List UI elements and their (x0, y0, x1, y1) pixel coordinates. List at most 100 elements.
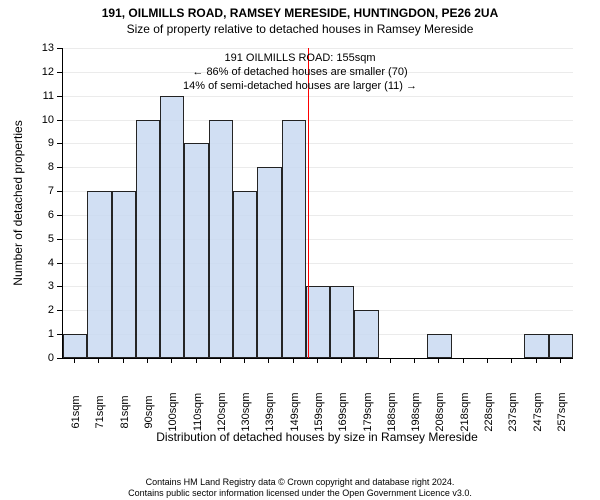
callout-line-3: 14% of semi-detached houses are larger (… (183, 80, 417, 94)
y-tick-label: 7 (34, 185, 54, 197)
x-tick-mark (341, 358, 342, 363)
attribution-line-1: Contains HM Land Registry data © Crown c… (0, 477, 600, 487)
y-tick-mark (57, 48, 62, 49)
x-tick-label: 159sqm (313, 392, 325, 431)
attribution: Contains HM Land Registry data © Crown c… (0, 477, 600, 498)
bar (282, 120, 306, 358)
bar (184, 143, 208, 358)
y-tick-mark (57, 72, 62, 73)
bar (87, 191, 111, 358)
bar (549, 334, 573, 358)
y-tick-mark (57, 263, 62, 264)
bar (233, 191, 257, 358)
y-tick-label: 4 (34, 257, 54, 269)
y-tick-mark (57, 191, 62, 192)
x-tick-label: 208sqm (434, 392, 446, 431)
chart-subtitle: Size of property relative to detached ho… (0, 22, 600, 36)
x-tick-mark (414, 358, 415, 363)
x-tick-label: 169sqm (337, 392, 349, 431)
x-tick-label: 81sqm (119, 395, 131, 428)
gridline (63, 48, 573, 49)
y-tick-label: 1 (34, 328, 54, 340)
y-tick-label: 5 (34, 233, 54, 245)
y-tick-label: 3 (34, 280, 54, 292)
plot-area (62, 48, 573, 359)
x-tick-mark (438, 358, 439, 363)
bar (112, 191, 136, 358)
y-tick-mark (57, 310, 62, 311)
reference-line (308, 48, 309, 358)
callout-line-1: 191 OILMILLS ROAD: 155sqm (183, 52, 417, 66)
x-tick-mark (147, 358, 148, 363)
x-tick-mark (463, 358, 464, 363)
x-tick-mark (511, 358, 512, 363)
x-tick-mark (293, 358, 294, 363)
x-tick-label: 100sqm (167, 392, 179, 431)
x-tick-label: 228sqm (483, 392, 495, 431)
x-tick-mark (390, 358, 391, 363)
y-tick-mark (57, 120, 62, 121)
x-tick-mark (123, 358, 124, 363)
x-tick-mark (171, 358, 172, 363)
y-tick-label: 8 (34, 161, 54, 173)
x-tick-label: 120sqm (216, 392, 228, 431)
x-tick-mark (244, 358, 245, 363)
x-axis-label: Distribution of detached houses by size … (156, 430, 478, 444)
callout-box: 191 OILMILLS ROAD: 155sqm ← 86% of detac… (183, 52, 417, 93)
y-tick-mark (57, 334, 62, 335)
y-tick-label: 6 (34, 209, 54, 221)
y-axis-label: Number of detached properties (11, 120, 25, 285)
chart-title: 191, OILMILLS ROAD, RAMSEY MERESIDE, HUN… (0, 6, 600, 20)
x-tick-label: 198sqm (410, 392, 422, 431)
x-tick-label: 110sqm (192, 393, 204, 431)
attribution-line-2: Contains public sector information licen… (0, 488, 600, 498)
x-tick-mark (560, 358, 561, 363)
y-tick-label: 9 (34, 137, 54, 149)
x-tick-label: 61sqm (70, 395, 82, 428)
y-tick-label: 0 (34, 352, 54, 364)
y-tick-mark (57, 286, 62, 287)
bar (257, 167, 281, 358)
x-tick-mark (317, 358, 318, 363)
x-tick-label: 139sqm (264, 392, 276, 431)
x-tick-label: 237sqm (507, 392, 519, 431)
y-tick-mark (57, 96, 62, 97)
x-tick-label: 149sqm (289, 392, 301, 431)
bar (330, 286, 354, 358)
y-tick-mark (57, 215, 62, 216)
x-tick-mark (220, 358, 221, 363)
chart-container: { "title": "191, OILMILLS ROAD, RAMSEY M… (0, 0, 600, 500)
bar (524, 334, 548, 358)
y-tick-label: 11 (34, 90, 54, 102)
bar (160, 96, 184, 358)
x-tick-label: 188sqm (386, 392, 398, 431)
gridline (63, 96, 573, 97)
y-tick-mark (57, 239, 62, 240)
y-tick-label: 2 (34, 304, 54, 316)
x-tick-mark (268, 358, 269, 363)
x-tick-mark (366, 358, 367, 363)
callout-line-2: ← 86% of detached houses are smaller (70… (183, 66, 417, 80)
x-tick-label: 257sqm (556, 392, 568, 431)
x-tick-mark (196, 358, 197, 363)
bar (354, 310, 378, 358)
y-tick-mark (57, 143, 62, 144)
x-tick-label: 90sqm (143, 395, 155, 428)
y-tick-label: 12 (34, 66, 54, 78)
y-tick-mark (57, 358, 62, 359)
bar (306, 286, 330, 358)
y-tick-mark (57, 167, 62, 168)
x-tick-mark (536, 358, 537, 363)
bar (136, 120, 160, 358)
y-tick-label: 13 (34, 42, 54, 54)
bar (427, 334, 451, 358)
bar (209, 120, 233, 358)
x-tick-mark (98, 358, 99, 363)
y-tick-label: 10 (34, 114, 54, 126)
x-tick-label: 179sqm (362, 392, 374, 431)
x-tick-label: 247sqm (532, 392, 544, 431)
x-tick-mark (74, 358, 75, 363)
x-tick-label: 71sqm (94, 395, 106, 428)
x-tick-mark (487, 358, 488, 363)
bar (63, 334, 87, 358)
